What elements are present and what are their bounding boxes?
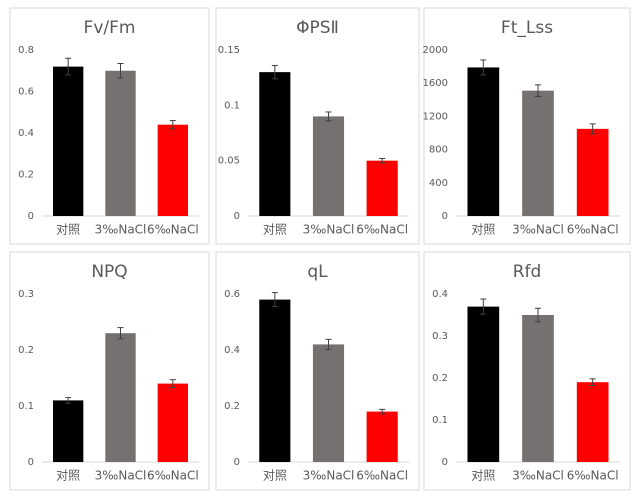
chart-title: Rfd <box>513 262 542 282</box>
bar <box>105 333 136 462</box>
x-tick-label: 对照 <box>263 469 287 483</box>
chart-title: Ft_Lss <box>501 18 553 38</box>
y-tick-label: 0 <box>28 457 34 468</box>
x-tick-label: 3‰NaCl <box>303 469 355 483</box>
bar <box>467 67 500 217</box>
y-tick-label: 1600 <box>423 78 448 89</box>
bar <box>522 315 554 462</box>
y-tick-label: 0.3 <box>18 289 34 300</box>
y-tick-label: 400 <box>429 178 448 189</box>
y-tick-label: 0 <box>28 211 34 222</box>
bar <box>576 382 609 462</box>
y-tick-label: 2000 <box>423 45 448 56</box>
bar <box>105 70 136 216</box>
x-tick-label: 对照 <box>56 469 80 483</box>
chart-title: qL <box>307 262 328 282</box>
x-tick-label: 3‰NaCl <box>95 469 147 483</box>
panel-border <box>423 251 631 491</box>
x-tick-label: 3‰NaCl <box>303 223 355 237</box>
panel-border <box>215 7 420 245</box>
y-tick-label: 0.8 <box>18 45 34 56</box>
x-tick-label: 对照 <box>471 223 495 237</box>
x-tick-label: 3‰NaCl <box>512 469 564 483</box>
bar <box>52 66 84 216</box>
y-tick-label: 0 <box>442 211 448 222</box>
y-tick-label: 0.1 <box>18 401 34 412</box>
y-tick-label: 800 <box>429 145 448 156</box>
bar <box>576 128 609 216</box>
x-tick-label: 6‰NaCl <box>356 469 408 483</box>
x-tick-label: 6‰NaCl <box>567 469 619 483</box>
y-tick-label: 0.4 <box>432 289 448 300</box>
y-tick-label: 0 <box>442 457 448 468</box>
bar <box>467 306 500 462</box>
x-tick-label: 对照 <box>471 469 495 483</box>
bar <box>312 344 345 462</box>
bar <box>157 124 189 216</box>
bar <box>259 299 291 462</box>
x-tick-label: 6‰NaCl <box>356 223 408 237</box>
y-tick-label: 0.2 <box>224 401 240 412</box>
chart-title: ΦPSⅡ <box>296 18 339 38</box>
panel-border <box>9 251 210 491</box>
bar <box>366 160 398 216</box>
bar <box>312 116 345 216</box>
y-tick-label: 0.6 <box>18 87 34 98</box>
y-tick-label: 0.1 <box>224 100 240 111</box>
chart-title: NPQ <box>91 262 127 282</box>
y-tick-label: 0 <box>234 457 240 468</box>
x-tick-label: 3‰NaCl <box>512 223 564 237</box>
y-tick-label: 0.2 <box>18 170 34 181</box>
x-tick-label: 6‰NaCl <box>147 223 199 237</box>
x-tick-label: 3‰NaCl <box>95 223 147 237</box>
y-tick-label: 0.4 <box>224 345 240 356</box>
x-tick-label: 对照 <box>263 223 287 237</box>
y-tick-label: 0.6 <box>224 289 240 300</box>
bar <box>366 411 398 462</box>
x-tick-label: 对照 <box>56 223 80 237</box>
panel-border <box>9 7 210 245</box>
y-tick-label: 1200 <box>423 111 448 122</box>
y-tick-label: 0.4 <box>18 128 34 139</box>
panel-border <box>215 251 420 491</box>
y-tick-label: 0.3 <box>432 331 448 342</box>
panel-border <box>423 7 631 245</box>
y-tick-label: 0.2 <box>432 373 448 384</box>
bar <box>259 72 291 216</box>
y-tick-label: 0.2 <box>18 345 34 356</box>
chart-title: Fv/Fm <box>84 18 136 38</box>
y-tick-label: 0.05 <box>218 156 240 167</box>
y-tick-label: 0.15 <box>218 45 240 56</box>
x-tick-label: 6‰NaCl <box>147 469 199 483</box>
y-tick-label: 0 <box>234 211 240 222</box>
bar <box>157 383 189 462</box>
bar <box>522 90 554 216</box>
bar <box>52 400 84 462</box>
x-tick-label: 6‰NaCl <box>567 223 619 237</box>
y-tick-label: 0.1 <box>432 415 448 426</box>
